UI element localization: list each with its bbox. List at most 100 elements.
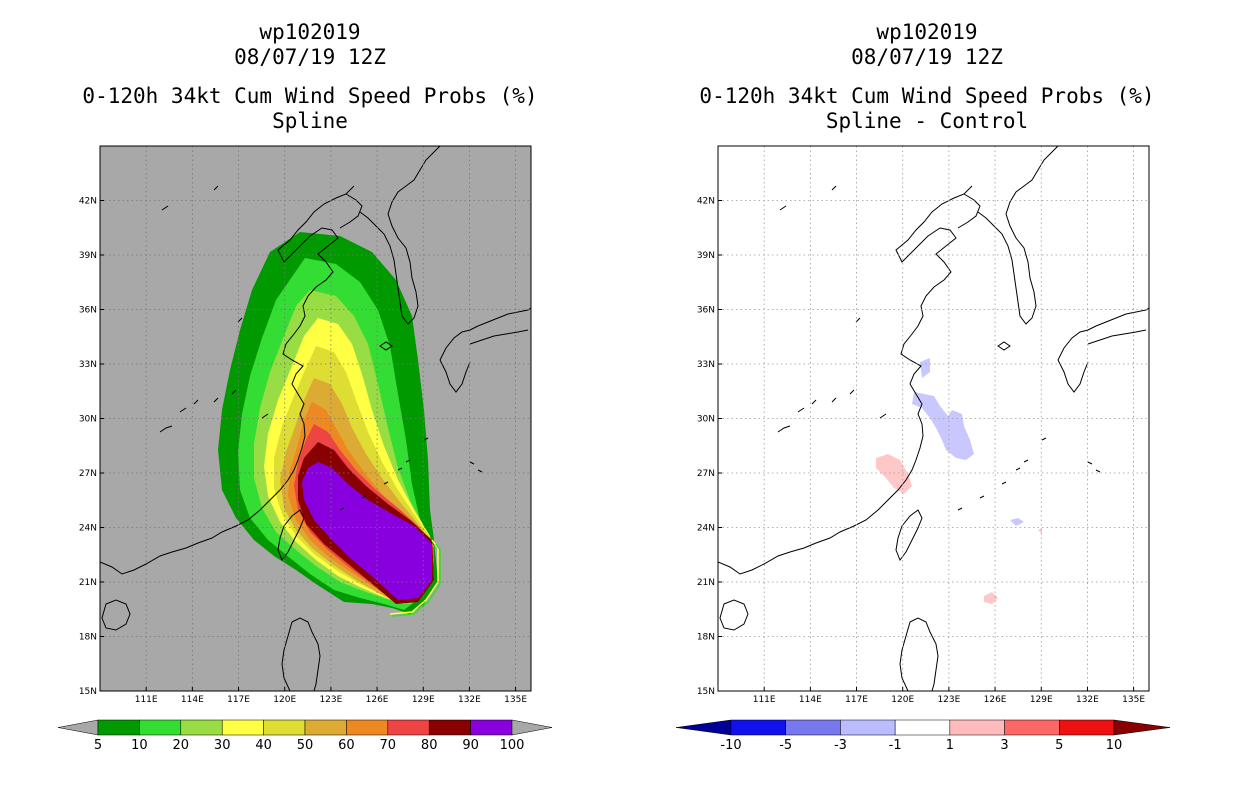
lon-tick-label: 111E [135, 695, 158, 705]
colorbar-swatch [221, 719, 264, 736]
left-chart-title: 0-120h 34kt Cum Wind Speed Probs (%) [82, 84, 538, 108]
lat-tick-label: 15N [79, 687, 97, 697]
lat-tick-label: 27N [79, 469, 97, 479]
colorbar-swatch [730, 719, 786, 736]
colorbar-level-label: 10 [1106, 738, 1123, 753]
left-gridlines [100, 146, 531, 691]
lon-tick-label: 111E [753, 695, 776, 705]
diff-negative-area-2 [912, 392, 974, 460]
diff-negative-area-1 [920, 358, 930, 378]
colorbar-level-label: 80 [421, 738, 438, 753]
colorbar-level-label: -3 [834, 738, 847, 753]
colorbar-swatch [840, 719, 896, 736]
lon-tick-label: 120E [891, 695, 914, 705]
lon-tick-label: 114E [799, 695, 822, 705]
left-prob-contours [100, 146, 531, 691]
lat-tick-label: 24N [697, 524, 715, 534]
lat-tick-label: 33N [697, 360, 715, 370]
colorbar-swatch [263, 719, 306, 736]
colorbar-swatch [180, 719, 223, 736]
colorbar-low-cap [57, 719, 99, 736]
lat-tick-label: 27N [697, 469, 715, 479]
right-map: 111E 114E 117E 120E 123E 126E 129E 132E 135E 42N 3… [697, 145, 1150, 706]
colorbar-swatch [346, 719, 389, 736]
colorbar-swatch [387, 719, 430, 736]
lat-tick-label: 39N [697, 251, 715, 261]
lon-tick-label: 129E [1030, 695, 1053, 705]
right-axis-ticks: 111E 114E 117E 120E 123E 126E 129E 132E 135E 42N 3… [697, 197, 1146, 706]
lon-tick-label: 126E [984, 695, 1007, 705]
lon-tick-label: 117E [845, 695, 868, 705]
right-gridlines [718, 146, 1149, 691]
right-chart-title: 0-120h 34kt Cum Wind Speed Probs (%) [699, 84, 1155, 108]
left-chart-subtitle: Spline [272, 109, 348, 133]
right-colorbar: -10 -5 -3 -1 1 3 5 10 [675, 719, 1171, 753]
left-storm-id: wp102019 [259, 20, 361, 44]
colorbar-level-label: 70 [380, 738, 397, 753]
lat-tick-label: 30N [79, 415, 97, 425]
colorbar-level-label: 40 [255, 738, 272, 753]
left-datetime: 08/07/19 12Z [234, 45, 386, 69]
colorbar-level-label: 60 [338, 738, 355, 753]
lat-tick-label: 30N [697, 415, 715, 425]
lat-tick-label: 18N [79, 633, 97, 643]
lon-tick-label: 129E [412, 695, 435, 705]
colorbar-swatch [428, 719, 471, 736]
right-chart-subtitle: Spline - Control [825, 109, 1029, 133]
lon-tick-label: 132E [1076, 695, 1099, 705]
colorbar-high-cap [511, 719, 553, 736]
lat-tick-label: 42N [697, 197, 715, 207]
left-map: 111E 114E 117E 120E 123E 126E 129E 132E 135E 42N 3… [79, 145, 532, 706]
right-storm-id: wp102019 [876, 20, 978, 44]
lat-tick-label: 33N [79, 360, 97, 370]
right-title-block: wp102019 08/07/19 12Z 0-120h 34kt Cum Wi… [647, 20, 1207, 134]
lat-tick-label: 21N [697, 578, 715, 588]
left-axis-ticks: 111E 114E 117E 120E 123E 126E 129E 132E 135E 42N 3… [79, 197, 528, 706]
colorbar-level-label: -1 [889, 738, 902, 753]
left-colorbar: 5 10 20 30 40 50 60 70 80 90 100 [57, 719, 553, 753]
lon-tick-label: 123E [319, 695, 342, 705]
lat-tick-label: 15N [697, 687, 715, 697]
contour-90 [302, 462, 432, 600]
lat-tick-label: 36N [697, 306, 715, 316]
colorbar-level-label: 90 [462, 738, 479, 753]
colorbar-level-label: 20 [173, 738, 190, 753]
diff-positive-area-2 [984, 592, 998, 604]
lon-tick-label: 135E [1122, 695, 1145, 705]
colorbar-level-label: 5 [94, 738, 102, 753]
lat-tick-label: 39N [79, 251, 97, 261]
lat-tick-label: 24N [79, 524, 97, 534]
colorbar-swatch [1004, 719, 1060, 736]
colorbar-high-cap [1113, 719, 1171, 736]
lon-tick-label: 117E [227, 695, 250, 705]
lat-tick-label: 42N [79, 197, 97, 207]
lon-tick-label: 120E [273, 695, 296, 705]
colorbar-swatch [894, 719, 951, 736]
lon-tick-label: 123E [937, 695, 960, 705]
colorbar-swatch [139, 719, 182, 736]
colorbar-level-label: 10 [131, 738, 148, 753]
lon-tick-label: 126E [366, 695, 389, 705]
lon-tick-label: 135E [504, 695, 527, 705]
colorbar-swatch [1059, 719, 1115, 736]
colorbar-swatch [97, 719, 140, 736]
diff-negative-area-3 [1010, 518, 1024, 526]
colorbar-level-label: 100 [500, 738, 525, 753]
lat-tick-label: 18N [697, 633, 715, 643]
colorbar-level-label: -5 [779, 738, 792, 753]
lon-tick-label: 114E [181, 695, 204, 705]
colorbar-level-label: 5 [1055, 738, 1063, 753]
colorbar-swatch [785, 719, 841, 736]
colorbar-swatch [470, 719, 513, 736]
lat-tick-label: 21N [79, 578, 97, 588]
lat-tick-label: 36N [79, 306, 97, 316]
colorbar-low-cap [675, 719, 732, 736]
left-title-block: wp102019 08/07/19 12Z 0-120h 34kt Cum Wi… [30, 20, 590, 134]
colorbar-level-label: 30 [214, 738, 231, 753]
colorbar-swatch [949, 719, 1005, 736]
right-datetime: 08/07/19 12Z [851, 45, 1003, 69]
colorbar-level-label: 1 [946, 738, 954, 753]
outer-edge-lines-2 [391, 543, 441, 617]
lon-tick-label: 132E [458, 695, 481, 705]
